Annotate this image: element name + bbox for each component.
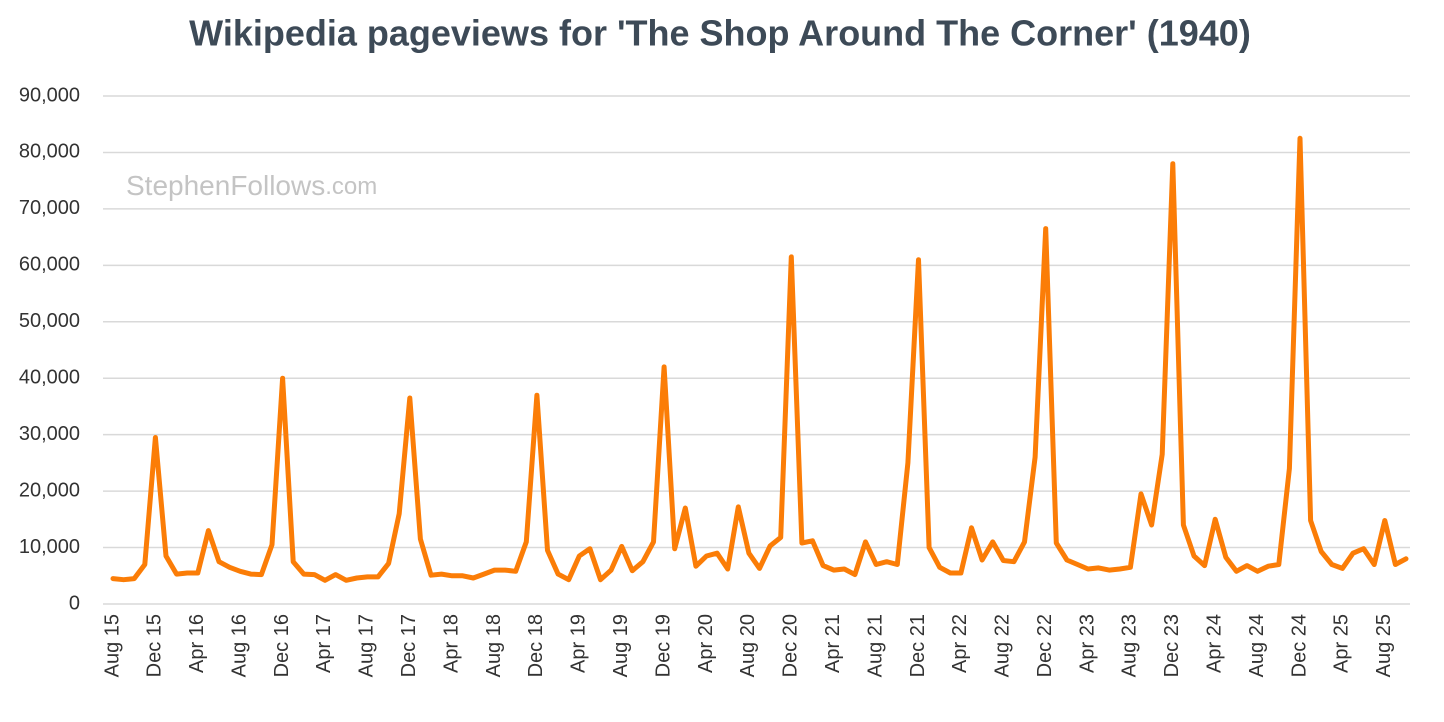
- x-tick-label: Apr 25: [1331, 614, 1353, 673]
- x-tick-label: Apr 21: [822, 614, 844, 673]
- x-tick-label: Apr 18: [440, 614, 462, 673]
- x-tick-label: Dec 16: [271, 614, 293, 677]
- chart-title: Wikipedia pageviews for 'The Shop Around…: [189, 13, 1251, 54]
- y-tick-label: 70,000: [19, 197, 80, 219]
- y-tick-label: 40,000: [19, 367, 80, 389]
- x-tick-label: Apr 19: [568, 614, 590, 673]
- y-tick-label: 60,000: [19, 254, 80, 276]
- x-tick-label: Dec 15: [144, 614, 166, 677]
- y-tick-label: 30,000: [19, 423, 80, 445]
- watermark-domain: .com: [325, 173, 377, 200]
- x-tick-label: Aug 19: [610, 614, 632, 677]
- watermark-name: StephenFollows: [126, 170, 325, 201]
- y-tick-label: 0: [69, 592, 80, 614]
- y-tick-label: 50,000: [19, 310, 80, 332]
- x-tick-label: Aug 24: [1246, 614, 1268, 677]
- x-tick-label: Apr 16: [186, 614, 208, 673]
- x-tick-label: Aug 23: [1119, 614, 1141, 677]
- x-tick-label: Apr 24: [1204, 614, 1226, 673]
- x-tick-label: Aug 21: [864, 614, 886, 677]
- y-tick-label: 10,000: [19, 536, 80, 558]
- x-tick-label: Aug 20: [737, 614, 759, 677]
- x-tick-label: Apr 20: [695, 614, 717, 673]
- x-tick-label: Aug 18: [483, 614, 505, 677]
- x-tick-label: Aug 16: [228, 614, 250, 677]
- x-tick-label: Dec 24: [1288, 614, 1310, 677]
- data-line: [110, 135, 1409, 583]
- y-tick-label: 20,000: [19, 479, 80, 501]
- x-tick-label: Aug 17: [356, 614, 378, 677]
- x-tick-label: Apr 23: [1076, 614, 1098, 673]
- x-tick-label: Aug 22: [992, 614, 1014, 677]
- x-tick-label: Aug 15: [101, 614, 123, 677]
- x-tick-label: Aug 25: [1373, 614, 1395, 677]
- watermark: StephenFollows.com: [126, 170, 377, 201]
- y-tick-label: 80,000: [19, 141, 80, 163]
- x-tick-label: Apr 22: [949, 614, 971, 673]
- x-tick-label: Dec 23: [1161, 614, 1183, 677]
- x-tick-label: Dec 18: [525, 614, 547, 677]
- x-tick-label: Dec 22: [1034, 614, 1056, 677]
- y-tick-label: 90,000: [19, 84, 80, 106]
- x-tick-label: Apr 17: [313, 614, 335, 673]
- x-tick-label: Dec 20: [780, 614, 802, 677]
- x-tick-label: Dec 19: [652, 614, 674, 677]
- x-tick-label: Dec 17: [398, 614, 420, 677]
- x-tick-label: Dec 21: [907, 614, 929, 677]
